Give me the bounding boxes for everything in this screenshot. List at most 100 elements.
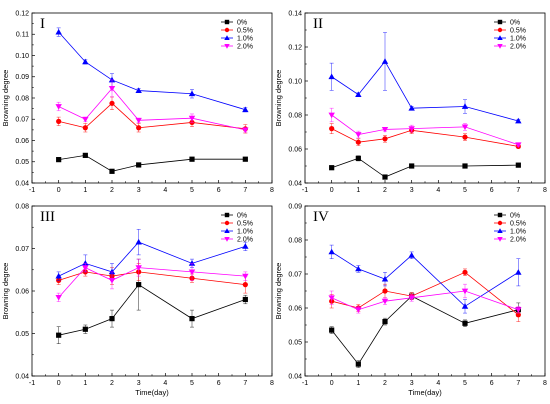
- y-tick-label: 0.07: [288, 271, 302, 278]
- x-tick-label: 0: [57, 187, 61, 194]
- data-point: [82, 152, 88, 158]
- legend-label: 0.5%: [510, 220, 526, 227]
- data-point: [461, 103, 469, 109]
- series-line: [331, 271, 519, 316]
- data-point: [242, 243, 249, 249]
- data-point: [55, 104, 62, 110]
- data-point: [56, 118, 62, 124]
- data-point: [355, 361, 361, 367]
- x-tick-label: -1: [29, 187, 35, 194]
- data-point: [242, 282, 248, 288]
- series-line: [331, 60, 519, 122]
- data-point: [329, 165, 335, 171]
- legend-marker: [224, 212, 230, 218]
- data-point: [242, 156, 248, 162]
- series-0-5pct: [56, 96, 248, 134]
- data-point: [355, 139, 361, 145]
- legend-label: 0%: [237, 19, 247, 26]
- x-tick-label: 7: [243, 187, 247, 194]
- series-line: [58, 267, 246, 298]
- x-tick-label: 3: [137, 380, 141, 387]
- series-2-0pct: [55, 258, 249, 302]
- y-tick-label: 0.04: [15, 373, 29, 380]
- legend-label: 1.0%: [510, 35, 526, 42]
- x-tick-label: 2: [383, 187, 387, 194]
- legend-label: 0%: [510, 19, 520, 26]
- x-tick-label: 6: [490, 187, 494, 194]
- data-point: [108, 268, 116, 275]
- data-point: [329, 327, 335, 333]
- panel-2: 0.04 0.06 0.08 0.10 0.12 0.14 -1 0 1 2 3 4 5 6 7 8 Brown…: [274, 10, 547, 194]
- series-2-0pct: [328, 283, 522, 314]
- data-point: [109, 100, 115, 106]
- x-tick-label: 8: [543, 187, 547, 194]
- series-line: [58, 241, 246, 277]
- data-point: [381, 298, 389, 305]
- x-tick-label: 5: [463, 380, 467, 387]
- legend-label: 1.0%: [237, 228, 253, 235]
- legend-marker: [224, 35, 230, 41]
- data-point: [381, 58, 389, 64]
- series-1-0pct: [328, 244, 522, 314]
- y-tick-label: 0.08: [15, 203, 29, 210]
- y-tick-label: 0.08: [288, 112, 302, 119]
- series-0pct: [329, 292, 521, 368]
- legend-marker: [497, 43, 503, 49]
- series-line: [58, 102, 246, 130]
- data-point: [135, 117, 142, 124]
- legend-marker: [224, 43, 230, 49]
- series-1-0pct: [328, 32, 522, 124]
- x-tick-label: 4: [163, 380, 167, 387]
- x-tick-label: 6: [217, 380, 221, 387]
- x-axis-label: Time(day): [408, 388, 442, 397]
- y-tick-label: 0.05: [15, 331, 29, 338]
- legend-marker: [497, 220, 503, 226]
- y-tick-label: 0.08: [15, 95, 29, 102]
- series-line: [331, 290, 519, 311]
- y-tick-label: 0.04: [15, 180, 29, 187]
- x-tick-label: 4: [436, 380, 440, 387]
- y-tick-label: 0.06: [288, 305, 302, 312]
- data-point: [382, 288, 388, 294]
- data-point: [82, 58, 89, 65]
- data-point: [515, 312, 521, 318]
- plot-frame: [304, 12, 546, 184]
- data-point: [355, 91, 362, 97]
- data-point: [382, 136, 388, 142]
- data-point: [462, 134, 468, 140]
- data-point: [55, 294, 62, 301]
- data-point: [242, 127, 249, 134]
- data-point: [82, 265, 89, 271]
- series-line: [58, 154, 246, 172]
- y-tick-label: 0.07: [15, 117, 29, 124]
- data-point: [381, 275, 389, 282]
- legend-marker: [224, 228, 230, 234]
- legend-marker: [497, 35, 503, 41]
- y-tick-label: 0.04: [288, 180, 302, 187]
- data-point: [109, 168, 115, 174]
- y-tick-label: 0.06: [288, 146, 302, 153]
- legend-marker: [497, 27, 503, 33]
- data-point: [135, 87, 142, 93]
- legend-label: 1.0%: [510, 228, 526, 235]
- x-tick-label: 5: [190, 187, 194, 194]
- x-tick-label: 0: [330, 187, 334, 194]
- legend-label: 1.0%: [237, 35, 253, 42]
- series-2-0pct: [55, 79, 249, 134]
- data-point: [55, 28, 62, 35]
- panel-4: 0.04 0.05 0.06 0.07 0.08 0.09 -1 0 1 2 3 4 5 6 7 8 Brown…: [274, 203, 547, 397]
- y-tick-label: 0.09: [288, 203, 302, 210]
- y-tick-label: 0.05: [15, 159, 29, 166]
- data-point: [135, 265, 142, 271]
- legend-label: 0%: [510, 212, 520, 219]
- legend-marker: [497, 228, 503, 234]
- legend-label: 0.5%: [237, 220, 253, 227]
- x-tick-label: 6: [217, 187, 221, 194]
- data-point: [355, 155, 361, 161]
- series-line: [331, 114, 519, 146]
- plot-frame: [304, 205, 546, 377]
- series-line: [331, 157, 519, 178]
- plot-frame: [31, 205, 273, 377]
- panel-label: II: [313, 16, 323, 32]
- legend-label: 2.0%: [237, 236, 253, 243]
